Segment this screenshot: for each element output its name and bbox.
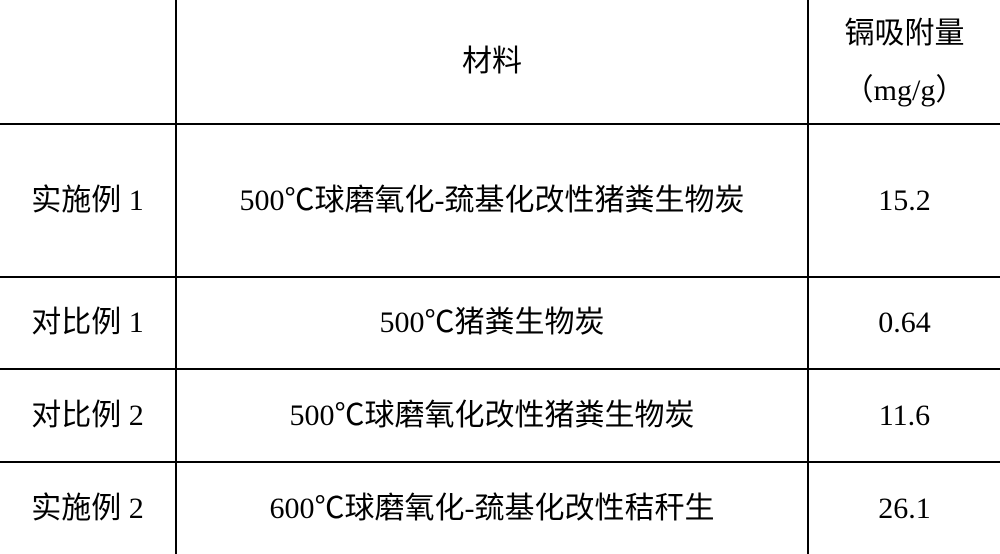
cell-material: 500℃猪粪生物炭: [176, 277, 808, 369]
cell-cd-ads: 11.6: [808, 369, 1000, 461]
cell-material: 500℃球磨氧化改性猪粪生物炭: [176, 369, 808, 461]
cell-material: 500℃球磨氧化-巯基化改性猪粪生物炭: [176, 124, 808, 277]
cell-cd-ads: 26.1: [808, 462, 1000, 554]
cell-id: 实施例 1: [0, 124, 176, 277]
table-header-row: 材料 镉吸附量（mg/g）: [0, 0, 1000, 124]
table-row: 实施例 1 500℃球磨氧化-巯基化改性猪粪生物炭 15.2: [0, 124, 1000, 277]
cell-id: 对比例 2: [0, 369, 176, 461]
table-row: 实施例 2 600℃球磨氧化-巯基化改性秸秆生 26.1: [0, 462, 1000, 554]
table-row: 对比例 2 500℃球磨氧化改性猪粪生物炭 11.6: [0, 369, 1000, 461]
adsorption-table: 材料 镉吸附量（mg/g） 实施例 1 500℃球磨氧化-巯基化改性猪粪生物炭 …: [0, 0, 1000, 554]
cell-cd-ads: 15.2: [808, 124, 1000, 277]
header-material: 材料: [176, 0, 808, 124]
cell-cd-ads: 0.64: [808, 277, 1000, 369]
header-id: [0, 0, 176, 124]
table-row: 对比例 1 500℃猪粪生物炭 0.64: [0, 277, 1000, 369]
cell-material: 600℃球磨氧化-巯基化改性秸秆生: [176, 462, 808, 554]
cell-id: 实施例 2: [0, 462, 176, 554]
cell-id: 对比例 1: [0, 277, 176, 369]
header-cd-ads: 镉吸附量（mg/g）: [808, 0, 1000, 124]
